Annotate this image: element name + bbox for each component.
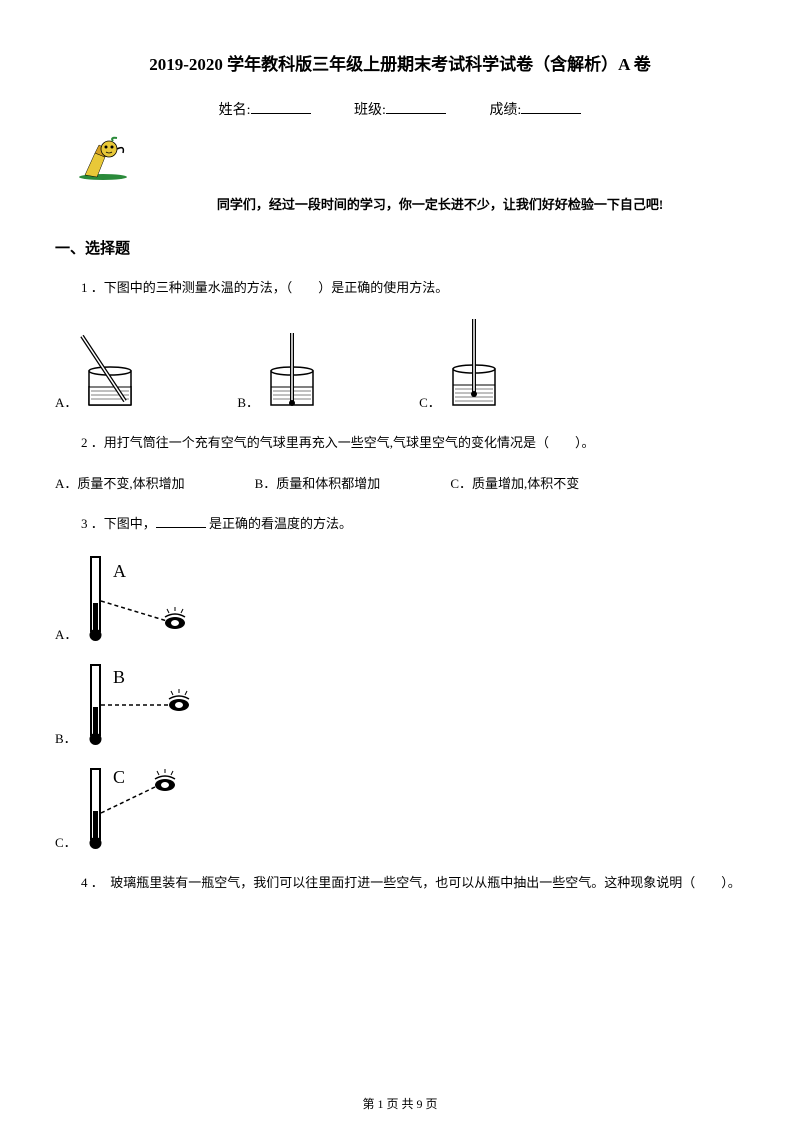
beaker-diagonal-icon [77,331,147,411]
question-3: 3 ．下图中， 是正确的看温度的方法。 [55,512,745,535]
q3-a-letter: A [113,561,126,581]
q3-suffix: 是正确的看温度的方法。 [209,516,352,531]
beaker-bottom-icon [259,331,329,411]
q1-option-a: A． [55,331,147,411]
beaker-center-icon [441,317,511,411]
score-label: 成绩: [489,103,521,118]
thermometer-eye-down-icon: A [77,553,207,643]
score-blank [521,113,581,114]
q1-options: A． B． C． [55,317,745,411]
thermometer-eye-level-icon: B [77,661,207,747]
q3-b-label: B． [55,728,77,747]
name-blank [251,113,311,114]
q2-option-b: B．质量和体积都增加 [255,473,381,492]
q3-prefix: 3 ．下图中， [81,516,156,531]
q1-a-label: A． [55,392,77,411]
thermometer-eye-up-icon: C [77,765,207,851]
q2-option-c: C．质量增加,体积不变 [450,473,579,492]
q3-c-letter: C [113,767,125,787]
q2-options: A．质量不变,体积增加 B．质量和体积都增加 C．质量增加,体积不变 [55,473,745,492]
q3-blank [156,527,206,528]
q3-option-c: C． C [55,765,745,851]
section-1-heading: 一、选择题 [55,237,745,258]
question-2: 2 ．用打气筒往一个充有空气的气球里再充入一些空气,气球里空气的变化情况是（ ）… [55,431,745,454]
q3-b-letter: B [113,667,125,687]
name-label: 姓名: [219,103,251,118]
student-info-row: 姓名: 班级: 成绩: [55,99,745,119]
q3-option-b: B． B [55,661,745,747]
class-label: 班级: [354,103,386,118]
class-blank [386,113,446,114]
q3-a-label: A． [55,624,77,643]
q3-c-label: C． [55,832,77,851]
q3-options: A． A B． B C． [55,553,745,851]
question-1: 1 ．下图中的三种测量水温的方法，（ ）是正确的使用方法。 [55,276,745,299]
encouragement-message: 同学们，经过一段时间的学习，你一定长进不少，让我们好好检验一下自己吧! [135,194,745,213]
page-title: 2019-2020 学年教科版三年级上册期末考试科学试卷（含解析）A 卷 [55,50,745,75]
q1-b-label: B． [237,392,259,411]
pencil-icon [75,135,745,186]
q2-option-a: A．质量不变,体积增加 [55,473,185,492]
page-footer: 第 1 页 共 9 页 [0,1095,800,1112]
q1-option-b: B． [237,331,329,411]
q3-option-a: A． A [55,553,745,643]
q1-c-label: C． [419,392,441,411]
q1-option-c: C． [419,317,511,411]
question-4: 4 ． 玻璃瓶里装有一瓶空气，我们可以往里面打进一些空气，也可以从瓶中抽出一些空… [55,871,745,894]
